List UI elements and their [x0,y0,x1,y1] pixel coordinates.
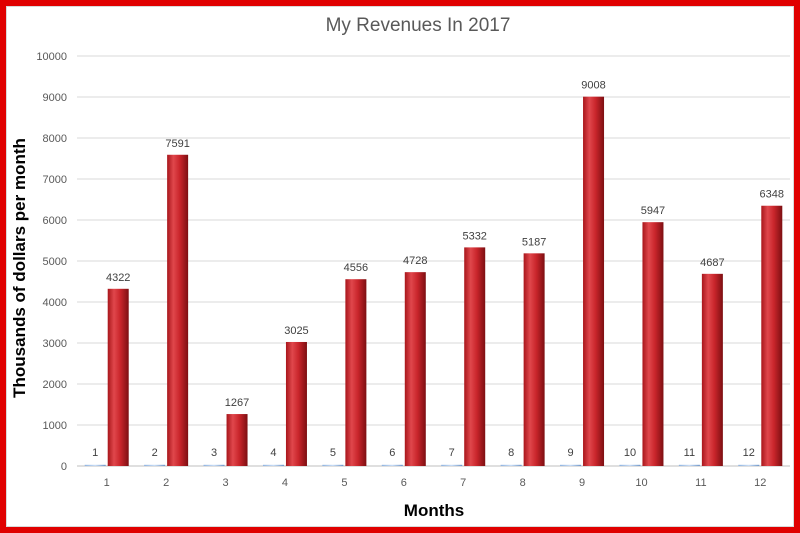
y-tick-label: 5000 [43,256,67,268]
x-tick-label: 7 [460,477,466,489]
data-label: 4556 [344,262,368,274]
y-tick-label: 10000 [36,51,67,63]
bar-series-1 [500,464,522,466]
bar-series-2 [464,247,486,466]
x-axis-title: Months [404,501,464,520]
bar-series-1 [619,464,641,466]
bar-series-2 [404,272,426,466]
bar-series-1 [678,464,700,466]
x-tick-label: 10 [635,477,647,489]
y-tick-label: 3000 [43,338,67,350]
data-label: 9 [567,447,573,459]
bar-series-2 [642,222,664,466]
bar-series-1 [84,464,106,466]
y-tick-label: 4000 [43,297,67,309]
bar-series-1 [322,464,344,466]
data-label: 4687 [700,257,724,269]
bar-series-2 [583,96,605,466]
bars [84,96,783,467]
x-tick-label: 12 [754,477,766,489]
bar-series-1 [144,464,166,466]
data-label: 7591 [165,138,189,150]
data-label: 10 [624,447,636,459]
bar-series-1 [738,464,760,466]
bar-series-2 [523,253,545,466]
x-tick-label: 5 [341,477,347,489]
data-label: 4322 [106,272,130,284]
data-label: 1267 [225,397,249,409]
data-label: 9008 [581,80,605,92]
x-tick-label: 1 [104,477,110,489]
data-label: 5187 [522,236,546,248]
bar-series-1 [203,464,225,466]
bar-series-2 [167,154,189,467]
bar-series-2 [226,414,248,466]
y-tick-label: 9000 [43,92,67,104]
data-label: 4728 [403,255,427,267]
y-axis-ticks: 0 1000 2000 3000 4000 5000 6000 7000 8000 9000 100… [36,51,67,473]
chart-area-border [6,6,794,527]
x-tick-label: 8 [520,477,526,489]
y-tick-label: 2000 [43,379,67,391]
data-label: 5947 [641,205,665,217]
y-tick-label: 1000 [43,420,67,432]
x-tick-label: 9 [579,477,585,489]
x-axis-ticks: 1 2 3 4 5 6 7 8 9 10 11 12 [104,477,767,489]
data-label: 3025 [284,325,308,337]
data-label: 8 [508,447,514,459]
data-label: 6348 [760,189,784,201]
y-tick-label: 8000 [43,133,67,145]
y-tick-label: 0 [61,461,67,473]
bar-series-1 [560,464,582,466]
data-label: 2 [152,447,158,459]
data-labels: 1 4322 2 7591 3 1267 4 3025 5 4556 6 4728 7 5332 8 5187… [92,80,784,459]
bar-series-1 [381,464,403,466]
bar-series-2 [285,341,307,466]
x-tick-label: 2 [163,477,169,489]
x-tick-label: 4 [282,477,288,489]
x-tick-label: 11 [695,477,706,489]
data-label: 5 [330,447,336,459]
bar-series-2 [761,205,783,466]
bar-series-2 [107,288,129,466]
y-tick-label: 6000 [43,215,67,227]
data-label: 3 [211,447,217,459]
data-label: 4 [270,447,276,459]
bar-series-1 [441,464,463,466]
y-axis-title: Thousands of dollars per month [10,138,29,398]
y-tick-label: 7000 [43,174,67,186]
data-label: 11 [684,447,695,459]
x-tick-label: 6 [401,477,407,489]
bar-series-2 [701,273,723,466]
data-label: 1 [92,447,98,459]
gridlines [77,55,790,467]
bar-series-2 [345,279,367,466]
chart-title: My Revenues In 2017 [326,15,511,36]
data-label: 6 [389,447,395,459]
data-label: 5332 [462,230,486,242]
bar-series-1 [262,464,284,466]
data-label: 7 [449,447,455,459]
data-label: 12 [743,447,755,459]
x-tick-label: 3 [222,477,228,489]
